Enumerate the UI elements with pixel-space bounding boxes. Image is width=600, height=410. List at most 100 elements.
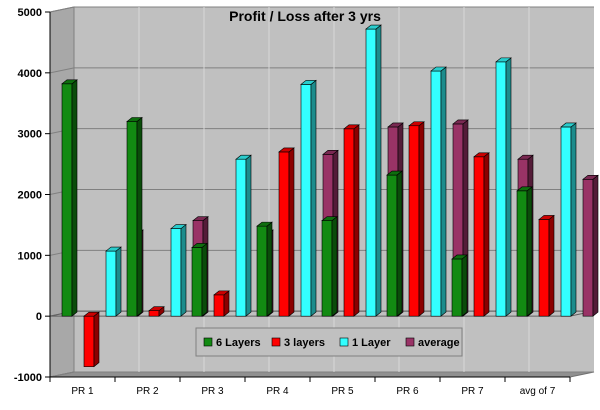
x-tick-label: PR 7 xyxy=(461,386,484,397)
x-axis: PR 1 PR 2 PR 3 PR 4 PR 5 PR 6 PR 7 avg of 7 xyxy=(49,376,571,397)
bar-top xyxy=(560,122,577,128)
bar-side xyxy=(115,246,122,317)
bar-side xyxy=(461,254,468,317)
x-tick-label: PR 4 xyxy=(266,386,289,397)
y-tick-label: 0 xyxy=(36,311,42,323)
legend-swatch xyxy=(203,337,213,347)
y-tick-label: 3000 xyxy=(18,129,42,141)
bar-front xyxy=(213,294,225,317)
bar-front xyxy=(495,61,507,317)
bar-front xyxy=(191,247,203,317)
bar-side xyxy=(223,290,230,317)
bar-side xyxy=(418,121,425,317)
bar xyxy=(148,306,165,317)
bar xyxy=(538,214,555,317)
bar-top xyxy=(321,216,338,221)
bar-front xyxy=(83,315,95,367)
bar-top xyxy=(452,119,469,125)
legend-box xyxy=(195,327,463,357)
bar-front xyxy=(61,83,73,317)
bar xyxy=(343,124,360,317)
y-tick-label: 5000 xyxy=(18,7,42,19)
plot-floor xyxy=(49,371,595,378)
bar-side xyxy=(93,311,100,368)
gridline-depth xyxy=(49,67,75,74)
bar-side xyxy=(353,124,360,317)
bar-side xyxy=(440,66,447,317)
bar-side xyxy=(592,174,599,317)
bar-side xyxy=(266,221,273,317)
bar-front xyxy=(321,220,333,317)
bar-side xyxy=(288,147,295,317)
y-tick-label: 2000 xyxy=(18,190,42,202)
bar-top xyxy=(192,216,209,221)
bar-front xyxy=(105,250,117,317)
bar xyxy=(61,79,78,317)
bar xyxy=(408,121,425,317)
bar xyxy=(386,170,403,317)
bar xyxy=(170,223,187,317)
bar-top xyxy=(387,122,404,128)
bar xyxy=(430,66,447,317)
bar-side xyxy=(331,216,338,317)
y-tick-label: 1000 xyxy=(18,250,42,262)
bar xyxy=(83,311,100,368)
bar-top xyxy=(235,154,252,160)
bar xyxy=(560,122,577,317)
bar xyxy=(495,57,512,317)
bar xyxy=(256,221,273,317)
bar-side xyxy=(548,214,555,317)
bar xyxy=(582,174,599,317)
bar-top xyxy=(213,290,230,296)
bar-front xyxy=(148,310,160,317)
bar xyxy=(321,216,338,317)
bars xyxy=(61,24,599,368)
bar-top xyxy=(278,147,295,153)
legend-label: 3 layers xyxy=(284,337,325,349)
bar-front xyxy=(170,228,182,317)
gridline-depth xyxy=(49,6,75,13)
bar-front xyxy=(560,126,572,317)
bar-side xyxy=(505,57,512,317)
gridline-depth xyxy=(49,371,75,378)
bar xyxy=(473,152,490,317)
legend: 6 Layers 3 layers 1 Layer average xyxy=(195,327,463,357)
x-tick-label: PR 6 xyxy=(396,386,419,397)
x-tick-label: PR 5 xyxy=(331,386,354,397)
bar-front xyxy=(538,219,550,317)
bar-top xyxy=(582,174,599,180)
y-tick-label: 4000 xyxy=(18,68,42,80)
legend-label: average xyxy=(418,337,460,349)
bar-front xyxy=(473,156,485,317)
legend-label: 6 Layers xyxy=(216,337,261,349)
bar-front xyxy=(300,84,312,317)
legend-item: 1 Layer xyxy=(339,337,391,349)
bar-top xyxy=(322,150,339,155)
x-tick-label: avg of 7 xyxy=(520,386,556,397)
x-tick-label: PR 2 xyxy=(136,386,159,397)
bar xyxy=(191,242,208,317)
legend-label: 1 Layer xyxy=(352,337,391,349)
bar-side xyxy=(245,154,252,317)
bar xyxy=(278,147,295,317)
bar-top xyxy=(430,66,447,72)
bar-side xyxy=(526,186,533,317)
bar xyxy=(126,116,143,317)
bar-top xyxy=(105,246,122,252)
bar-top xyxy=(148,306,165,311)
legend-item: 6 Layers xyxy=(203,337,261,349)
bar xyxy=(516,186,533,317)
bar-top xyxy=(83,311,100,317)
chart-title: Profit / Loss after 3 yrs xyxy=(229,8,381,24)
x-tick-label: PR 1 xyxy=(71,386,94,397)
bar-top xyxy=(343,124,360,130)
bar-top xyxy=(386,170,403,176)
bar-front xyxy=(408,125,420,317)
bar-top xyxy=(61,79,78,85)
bar xyxy=(365,24,382,317)
bar xyxy=(451,254,468,317)
bar-top xyxy=(538,215,555,220)
x-tick-label: PR 3 xyxy=(201,386,224,397)
bar-side xyxy=(180,223,187,317)
